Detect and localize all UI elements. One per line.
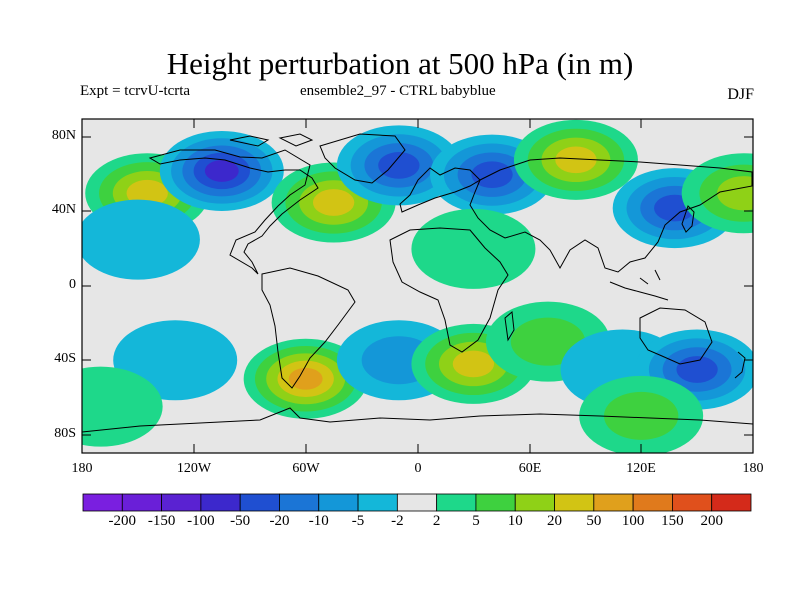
colorbar-label: -150 <box>147 513 176 529</box>
colorbar-label: 10 <box>507 513 523 529</box>
anomaly-contour <box>603 391 679 440</box>
colorbar-label: 150 <box>661 513 684 529</box>
x-tick-label: 180 <box>742 461 764 476</box>
x-tick-label: 60E <box>518 461 542 476</box>
x-axis-ticks <box>193 119 642 453</box>
colorbar-swatch <box>200 493 241 512</box>
colorbar-swatch <box>396 493 438 512</box>
anomaly-contour <box>717 176 753 211</box>
colorbar-swatch <box>357 493 398 512</box>
colorbar-swatch <box>82 493 123 512</box>
anomaly-contour <box>452 350 495 378</box>
colorbar <box>82 493 752 512</box>
colorbar-swatch <box>436 493 477 512</box>
colorbar-label: 5 <box>472 513 480 529</box>
colorbar-label: -200 <box>108 513 137 529</box>
anomaly-contour <box>411 208 536 289</box>
colorbar-swatch <box>239 493 280 512</box>
anomaly-contour <box>378 152 420 179</box>
colorbar-label: 20 <box>547 513 563 529</box>
anomaly-contour <box>82 199 200 280</box>
colorbar-swatch <box>554 493 595 512</box>
anomaly-contour <box>312 189 355 216</box>
colorbar-label: 200 <box>700 513 723 529</box>
y-tick-label: 40S <box>54 351 76 366</box>
season-label: DJF <box>727 86 754 103</box>
colorbar-swatch <box>279 493 320 512</box>
x-tick-label: 120W <box>176 461 212 476</box>
colorbar-swatch <box>711 493 752 512</box>
chart-title: Height perturbation at 500 hPa (in m) <box>166 46 634 81</box>
x-tick-label: 180 <box>71 461 93 476</box>
anomaly-contour <box>204 160 239 182</box>
coastlines <box>82 133 753 433</box>
colorbar-swatch <box>593 493 634 512</box>
y-tick-label: 80N <box>51 128 76 143</box>
colorbar-swatch <box>121 493 162 512</box>
colorbar-swatch <box>475 493 516 512</box>
colorbar-label: 2 <box>432 513 441 529</box>
y-tick-label: 80S <box>54 426 76 441</box>
colorbar-label: -2 <box>391 513 404 529</box>
anomaly-contour <box>82 366 163 447</box>
anomaly-contour <box>555 146 597 174</box>
colorbar-label: 50 <box>586 513 602 529</box>
y-tick-label: 0 <box>69 277 76 292</box>
colorbar-label: -20 <box>269 513 290 529</box>
anomaly-contour <box>471 161 513 189</box>
colorbar-label: -100 <box>187 513 215 529</box>
colorbar-label: -10 <box>308 513 329 529</box>
anomaly-field <box>82 119 753 453</box>
experiment-label: Expt = tcrvU-tcrta <box>80 83 191 99</box>
colorbar-swatch <box>672 493 713 512</box>
colorbar-label: 100 <box>621 513 645 529</box>
x-tick-label: 0 <box>414 461 422 476</box>
colorbar-label: -5 <box>351 513 365 529</box>
y-axis-ticks <box>82 136 753 436</box>
ensemble-label: ensemble2_97 - CTRL babyblue <box>300 83 496 99</box>
colorbar-swatch <box>632 493 673 512</box>
anomaly-contour <box>288 367 323 390</box>
y-tick-label: 40N <box>51 202 76 217</box>
colorbar-label: -50 <box>230 513 251 529</box>
x-tick-label: 120E <box>626 461 656 476</box>
colorbar-swatch <box>514 493 555 512</box>
colorbar-swatch <box>161 493 202 512</box>
colorbar-swatch <box>318 493 359 512</box>
x-tick-label: 60W <box>292 461 320 476</box>
